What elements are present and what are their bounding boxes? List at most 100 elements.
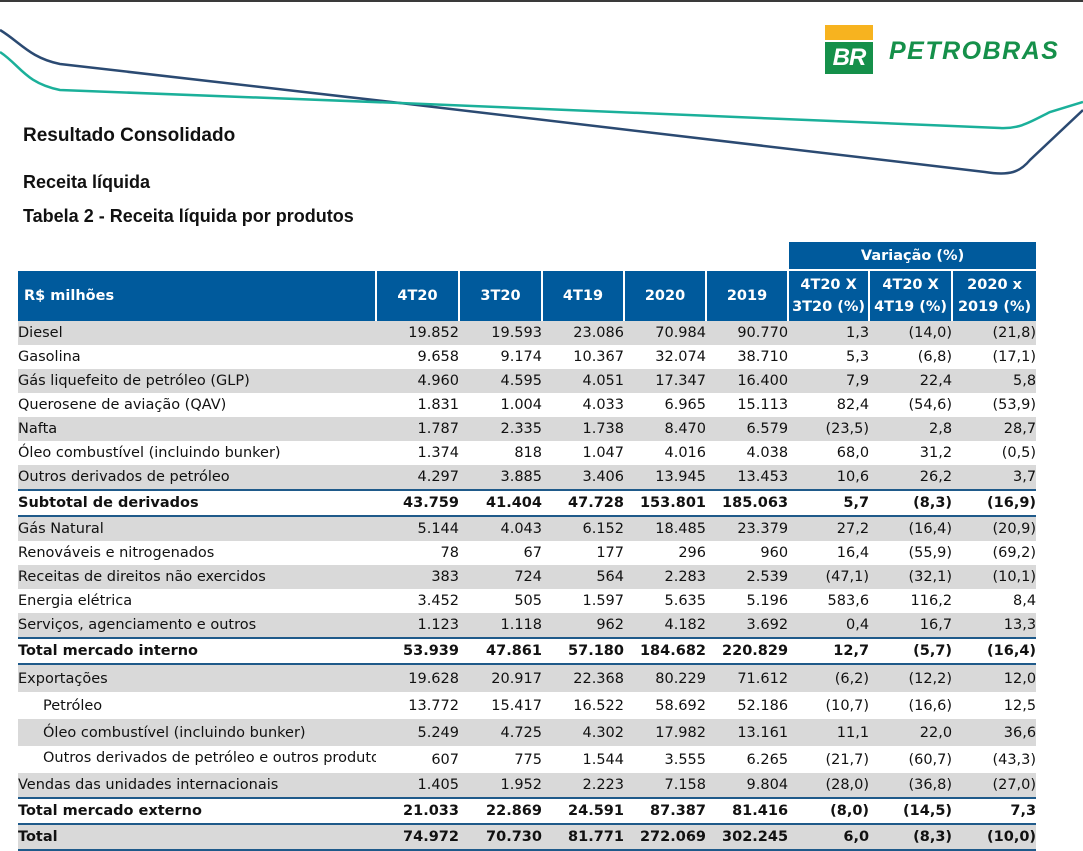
cell-2020: 8.470 xyxy=(624,417,706,441)
cell-3t20: 724 xyxy=(459,565,542,589)
row-label: Gasolina xyxy=(18,345,376,369)
row-label-text: Outros derivados de petróleo xyxy=(18,469,230,485)
cell-var-4t20-4t19: (16,4) xyxy=(869,516,953,541)
cell-4t20: 4.960 xyxy=(376,369,459,393)
table-row: Total mercado interno 53.939 47.861 57.180 1… xyxy=(18,637,1037,665)
cell-var-4t20-3t20: 0,4 xyxy=(788,613,870,638)
cell-4t19: 4.051 xyxy=(542,369,624,393)
cell-3t20: 4.595 xyxy=(459,369,542,393)
cell-var-2020-2019: (10,0) xyxy=(952,823,1037,851)
cell-var-2020-2019: 7,3 xyxy=(952,797,1037,824)
cell-var-4t20-4t19: 2,8 xyxy=(869,417,953,441)
cell-2019: 23.379 xyxy=(706,516,789,541)
table-row: Outros derivados de petróleo e outros pr… xyxy=(18,746,1036,773)
cell-2020: 4.182 xyxy=(624,613,706,638)
row-label-text: Querosene de aviação (QAV) xyxy=(18,397,227,413)
row-label-text: Total mercado externo xyxy=(18,803,202,819)
cell-var-4t20-4t19: (14,5) xyxy=(869,797,953,824)
cell-var-2020-2019: 3,7 xyxy=(952,465,1037,490)
row-label-text: Outros derivados de petróleo e outros pr… xyxy=(43,749,376,766)
row-label-text: Gás Natural xyxy=(18,521,104,537)
cell-2019: 9.804 xyxy=(706,773,789,798)
cell-2020: 70.984 xyxy=(624,321,706,345)
row-label-text: Óleo combustível (incluindo bunker) xyxy=(18,445,281,461)
cell-2019: 302.245 xyxy=(706,823,789,851)
cell-4t20: 383 xyxy=(376,565,459,589)
row-label: Óleo combustível (incluindo bunker) xyxy=(18,719,376,746)
cell-var-4t20-3t20: 16,4 xyxy=(836,545,870,561)
cell-2019: 220.829 xyxy=(706,637,789,665)
row-label: Renováveis e nitrogenados xyxy=(18,541,376,565)
cell-2020: 5.635 xyxy=(664,593,706,609)
cell-var-4t20-3t20: 12,7 xyxy=(788,637,870,665)
cell-2020: 4.016 xyxy=(664,445,706,461)
cell-3t20: 775 xyxy=(514,751,542,768)
cell-var-2020-2019: 12,5 xyxy=(1003,697,1037,714)
cell-var-2020-2019: (43,3) xyxy=(992,751,1037,768)
col-header-label: R$ milhões xyxy=(18,269,376,321)
table-row: Exportações 19.628 20.917 22.368 80.229 71.61… xyxy=(18,664,1037,692)
cell-2020: 18.485 xyxy=(624,516,706,541)
column-header-row: R$ milhões 4T20 3T20 4T19 2020 2019 4T20… xyxy=(18,269,1037,321)
row-label: Óleo combustível (incluindo bunker) xyxy=(18,441,376,465)
cell-2019: 6.265 xyxy=(746,751,789,768)
col-header-var-2020-2019: 2020 x 2019 (%) xyxy=(951,269,1037,321)
cell-var-4t20-3t20: (21,7) xyxy=(825,751,870,768)
cell-3t20: 22.869 xyxy=(459,797,542,824)
cell-4t20: 607 xyxy=(431,751,459,768)
table-row: Óleo combustível (incluindo bunker) 1.374… xyxy=(18,441,1036,465)
variation-group-header: Variação (%) xyxy=(787,242,1037,270)
cell-var-2020-2019: (69,2) xyxy=(992,545,1037,561)
cell-var-4t20-3t20: 82,4 xyxy=(836,397,870,413)
cell-4t19: 1.597 xyxy=(582,593,624,609)
table-body: Diesel 19.852 19.593 23.086 70.984 90.770 1,3(… xyxy=(18,321,1037,851)
cell-4t19: 81.771 xyxy=(542,823,624,851)
cell-2019: 6.579 xyxy=(706,417,789,441)
cell-var-2020-2019: 8,4 xyxy=(1013,593,1037,609)
section-title: Resultado Consolidado xyxy=(23,125,236,146)
table-row: Outros derivados de petróleo 4.297 3.885 3.… xyxy=(18,465,1037,490)
cell-2019: 3.692 xyxy=(706,613,789,638)
cell-var-4t20-3t20: 7,9 xyxy=(788,369,870,393)
subsection-title: Receita líquida xyxy=(23,172,151,192)
cell-3t20: 2.335 xyxy=(459,417,542,441)
cell-4t19: 57.180 xyxy=(542,637,624,665)
cell-var-4t20-4t19: (36,8) xyxy=(869,773,953,798)
cell-2020: 58.692 xyxy=(655,697,706,714)
cell-var-4t20-4t19: (14,0) xyxy=(869,321,953,345)
table-row: Energia elétrica 3.452 505 1.597 5.635 5.196 5… xyxy=(18,589,1036,613)
table-row: Gasolina 9.658 9.174 10.367 32.074 38.710 5,3 (… xyxy=(18,345,1036,369)
cell-2020: 87.387 xyxy=(624,797,706,824)
row-label: Exportações xyxy=(18,664,376,692)
cell-var-4t20-3t20: (10,7) xyxy=(825,697,870,714)
row-label-text: Nafta xyxy=(18,421,58,437)
table-row: Vendas das unidades internacionais 1.405 1… xyxy=(18,773,1037,798)
row-label-text: Renováveis e nitrogenados xyxy=(18,545,215,561)
logo-wordmark: PETROBRAS xyxy=(889,37,1060,65)
row-label: Total mercado interno xyxy=(18,637,376,665)
cell-var-2020-2019: (16,9) xyxy=(952,489,1037,517)
row-label-text: Energia elétrica xyxy=(18,593,133,609)
cell-4t19: 177 xyxy=(596,545,624,561)
cell-var-2020-2019: 5,8 xyxy=(952,369,1037,393)
cell-2019: 90.770 xyxy=(706,321,789,345)
cell-var-2020-2019: 36,6 xyxy=(952,719,1037,746)
cell-4t19: 23.086 xyxy=(542,321,624,345)
cell-2019: 15.113 xyxy=(737,397,789,413)
cell-4t20: 13.772 xyxy=(408,697,459,714)
cell-2019: 81.416 xyxy=(706,797,789,824)
cell-var-4t20-3t20: 6,0 xyxy=(788,823,870,851)
table-row: Gás Natural 5.144 4.043 6.152 18.485 23.379 27… xyxy=(18,516,1037,541)
cell-3t20: 20.917 xyxy=(459,664,542,692)
col-header-4t20: 4T20 xyxy=(375,269,459,321)
cell-2019: 5.196 xyxy=(746,593,789,609)
cell-4t19: 22.368 xyxy=(542,664,624,692)
group-header-row: Variação (%) xyxy=(18,242,1037,270)
cell-3t20: 1.952 xyxy=(459,773,542,798)
cell-var-4t20-4t19: (8,3) xyxy=(869,823,953,851)
cell-3t20: 67 xyxy=(523,545,542,561)
cell-var-4t20-4t19: 16,7 xyxy=(869,613,953,638)
cell-var-4t20-4t19: 22,0 xyxy=(869,719,953,746)
cell-4t20: 78 xyxy=(440,545,459,561)
cell-var-4t20-3t20: 1,3 xyxy=(788,321,870,345)
